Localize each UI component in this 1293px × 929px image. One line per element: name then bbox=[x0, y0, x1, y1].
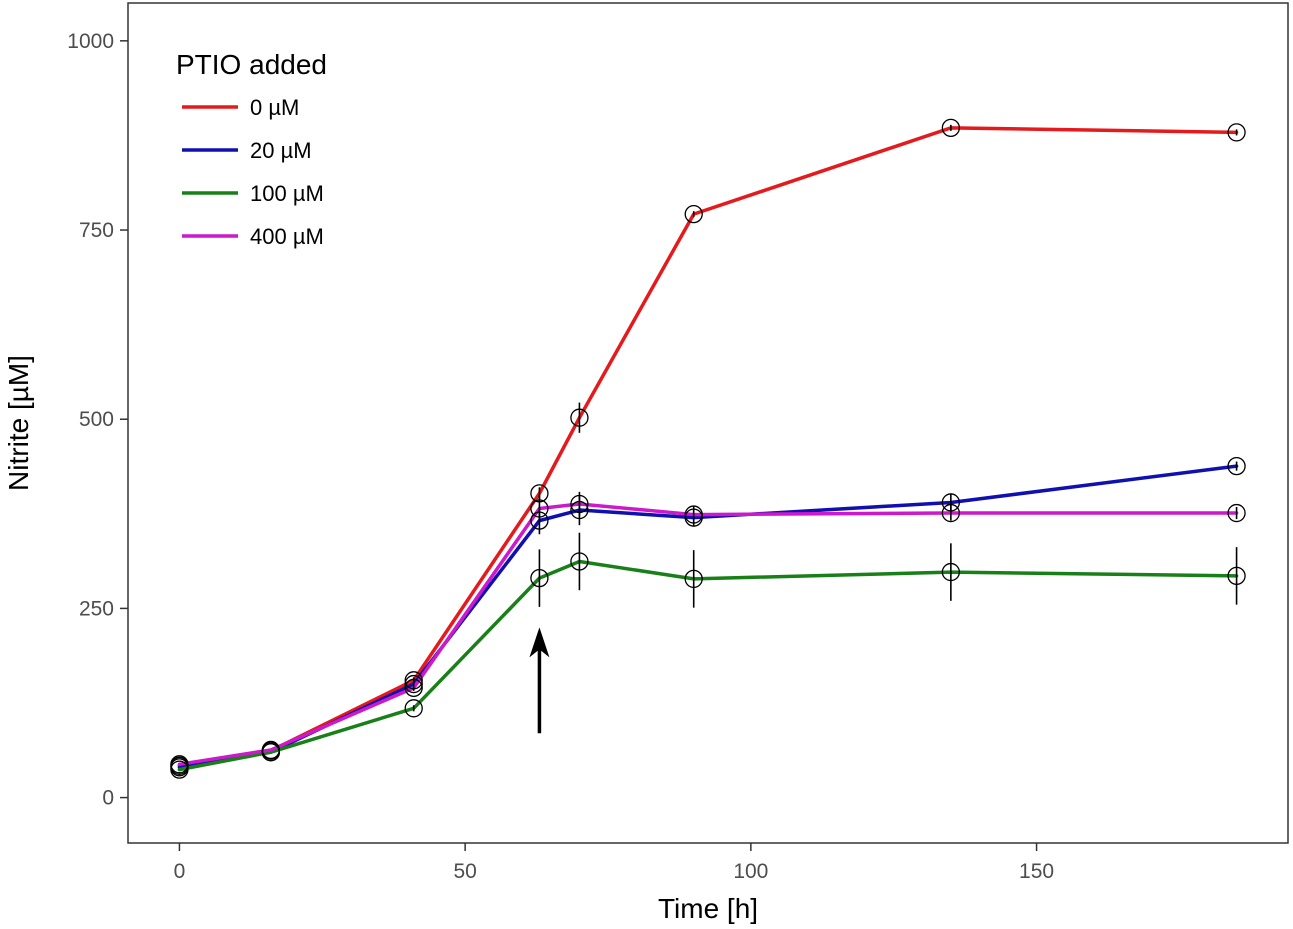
data-point-0-m bbox=[1227, 123, 1246, 142]
data-point-20-m bbox=[404, 674, 423, 694]
data-point-400-m bbox=[261, 740, 281, 760]
data-point-100-m bbox=[570, 552, 589, 571]
data-point-400-m bbox=[170, 755, 189, 774]
legend-label: 0 µM bbox=[250, 95, 299, 120]
data-point-20-m bbox=[941, 493, 961, 512]
data-point-100-m bbox=[170, 760, 189, 779]
data-point-20-m bbox=[530, 511, 549, 530]
legend: PTIO added 0 µM 20 µM 100 µM 400 µM bbox=[176, 49, 327, 249]
x-axis: 0 50 100 150 bbox=[174, 843, 1054, 883]
series-line-400-m bbox=[177, 502, 1239, 767]
legend-label: 100 µM bbox=[250, 181, 324, 206]
data-point-100-m bbox=[684, 569, 703, 589]
data-point-0-m bbox=[530, 484, 549, 503]
annotation-layer bbox=[529, 627, 550, 734]
y-tick-label: 1000 bbox=[67, 30, 114, 53]
series-line-100-m bbox=[177, 559, 1239, 772]
y-tick-label: 0 bbox=[102, 787, 114, 810]
y-tick-label: 250 bbox=[79, 597, 114, 620]
data-point-100-m bbox=[941, 562, 961, 582]
data-point-0-m bbox=[684, 204, 703, 224]
plot-panel-border bbox=[127, 2, 1289, 844]
data-point-100-m bbox=[1227, 566, 1246, 586]
data-point-0-m bbox=[570, 408, 589, 427]
y-tick-label: 500 bbox=[79, 408, 114, 431]
arrow-head bbox=[529, 627, 550, 658]
data-point-100-m bbox=[530, 568, 549, 588]
x-axis-title: Time [h] bbox=[658, 893, 758, 924]
data-point-400-m bbox=[684, 505, 703, 524]
data-point-400-m bbox=[404, 678, 423, 698]
x-tick-label: 0 bbox=[174, 860, 186, 883]
data-point-20-m bbox=[570, 500, 589, 520]
legend-title: PTIO added bbox=[176, 49, 327, 80]
data-point-0-m bbox=[404, 671, 423, 690]
data-point-400-m bbox=[1227, 503, 1246, 523]
data-point-20-m bbox=[1227, 456, 1246, 476]
legend-label: 400 µM bbox=[250, 224, 324, 249]
data-point-400-m bbox=[530, 499, 549, 518]
data-point-100-m bbox=[404, 699, 423, 718]
y-tick-label: 750 bbox=[79, 219, 114, 242]
data-point-0-m bbox=[941, 118, 961, 138]
x-tick-label: 100 bbox=[733, 860, 768, 883]
x-tick-label: 150 bbox=[1019, 860, 1054, 883]
legend-items: 0 µM 20 µM 100 µM 400 µM bbox=[182, 95, 324, 249]
y-axis: 0 250 500 750 1000 bbox=[67, 30, 128, 810]
series-layer bbox=[170, 118, 1246, 779]
legend-label: 20 µM bbox=[250, 138, 312, 163]
x-tick-label: 50 bbox=[453, 860, 476, 883]
data-point-400-m bbox=[570, 494, 589, 514]
data-point-400-m bbox=[941, 503, 961, 523]
y-axis-title: Nitrite [µM] bbox=[3, 355, 34, 491]
